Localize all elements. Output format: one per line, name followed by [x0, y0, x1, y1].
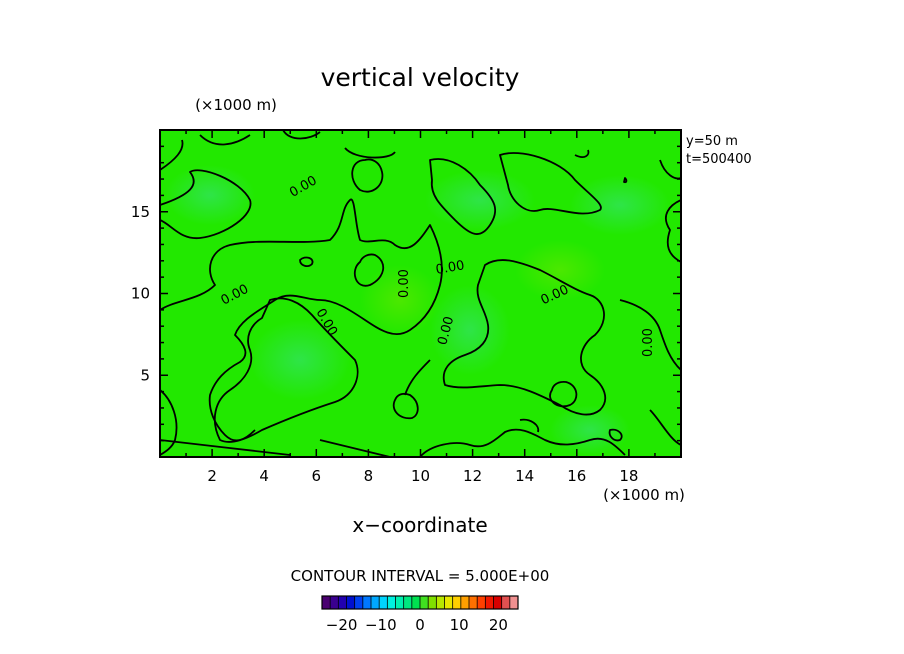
colorbar-swatch: [460, 596, 470, 609]
contour-label: 0.00: [641, 328, 656, 357]
field-tint: [165, 165, 255, 225]
colorbar-swatch: [509, 596, 519, 609]
colorbar-tick-label: −10: [365, 616, 397, 634]
y-tick-label: 5: [140, 366, 150, 384]
colorbar-swatch: [411, 596, 421, 609]
field-tint: [570, 175, 670, 235]
colorbar-swatch: [338, 596, 347, 609]
contour-line: [574, 149, 590, 158]
colorbar-swatch: [469, 596, 478, 609]
field-tint: [360, 265, 440, 335]
contour-label: 0.00: [435, 315, 457, 347]
colorbar-swatch: [322, 596, 331, 609]
contour-line: [499, 152, 602, 215]
chart-title: vertical velocity: [321, 63, 520, 92]
colorbar-swatch: [452, 596, 462, 609]
contour-interval-text: CONTOUR INTERVAL = 5.000E+00: [291, 567, 550, 585]
x-tick-label: 16: [567, 467, 586, 485]
colorbar-swatch: [362, 596, 372, 609]
contour-label: 0.00: [435, 258, 466, 278]
contour-line: [659, 159, 681, 263]
x-tick-label: 10: [411, 467, 430, 485]
colorbar-swatch: [444, 596, 453, 609]
contour-line: [160, 389, 178, 456]
contour-line: [213, 297, 359, 443]
contour-line: [351, 158, 384, 193]
info-y-text: y=50 m: [686, 134, 738, 149]
contour-line: [549, 380, 578, 408]
y-unit-label: (×1000 m): [195, 96, 277, 114]
contour-line: [344, 147, 396, 159]
colorbar-swatch: [477, 596, 486, 609]
field-tint: [430, 285, 510, 375]
x-tick-label: 18: [619, 467, 638, 485]
contour-label: 0.00: [397, 269, 412, 298]
colorbar-swatch: [501, 596, 511, 609]
colorbar-swatch: [371, 596, 380, 609]
colorbar-swatch: [420, 596, 429, 609]
colorbar-tick-label: −20: [326, 616, 358, 634]
x-tick-label: 8: [364, 467, 374, 485]
contour-line: [519, 418, 540, 433]
contour-line: [299, 256, 314, 267]
contour-line: [649, 409, 681, 446]
field-tint: [250, 320, 350, 400]
x-tick-label: 12: [463, 467, 482, 485]
x-axis-label: x−coordinate: [352, 513, 487, 537]
contour-line: [623, 177, 628, 184]
contour-line: [353, 253, 384, 287]
contour-line: [199, 134, 251, 146]
colorbar-swatch: [395, 596, 404, 609]
colorbar-swatch: [428, 596, 437, 609]
colorbar-swatch: [387, 596, 396, 609]
field-tint: [425, 170, 535, 230]
colorbar-tick-label: 10: [450, 616, 469, 634]
contour-line: [442, 259, 607, 416]
colorbar-swatch: [485, 596, 494, 609]
contour-line: [404, 299, 681, 396]
x-tick-label: 14: [515, 467, 534, 485]
x-axis: 2 4 6 8 10 12 14 16 18: [185, 130, 656, 485]
colorbar-swatch: [354, 596, 364, 609]
contour-line: [282, 130, 321, 140]
colorbar-swatch: [346, 596, 355, 609]
info-t-text: t=500400: [686, 152, 752, 167]
y-axis: 5 10 15: [131, 145, 681, 442]
x-unit-label: (×1000 m): [603, 486, 685, 504]
contour-line: [419, 428, 626, 457]
contour-line: [392, 392, 419, 420]
colorbar-tick-label: 20: [489, 616, 508, 634]
x-tick-label: 2: [207, 467, 217, 485]
colorbar-swatch: [436, 596, 445, 609]
contour-lines: [160, 130, 681, 457]
x-tick-label: 4: [259, 467, 269, 485]
colorbar-swatch: [330, 596, 339, 609]
field-tint: [515, 240, 605, 300]
x-tick-label: 6: [312, 467, 322, 485]
colorbar-tick-label: 0: [415, 616, 425, 634]
colorbar-swatch: [493, 596, 502, 609]
contour-line: [160, 139, 252, 239]
plot-area: 0.00 0.00 0.00 0.00 0.00 0.00 0.00 0.00: [160, 130, 681, 457]
contour-line: [160, 439, 391, 457]
colorbar-frame: [321, 595, 519, 610]
y-tick-label: 10: [131, 285, 150, 303]
contour-line: [160, 198, 443, 442]
colorbar: −20 −10 0 10 20: [321, 595, 519, 634]
contour-line: [429, 158, 497, 235]
y-tick-label: 15: [131, 203, 150, 221]
colorbar-swatch: [379, 596, 388, 609]
colorbar-swatch: [403, 596, 413, 609]
